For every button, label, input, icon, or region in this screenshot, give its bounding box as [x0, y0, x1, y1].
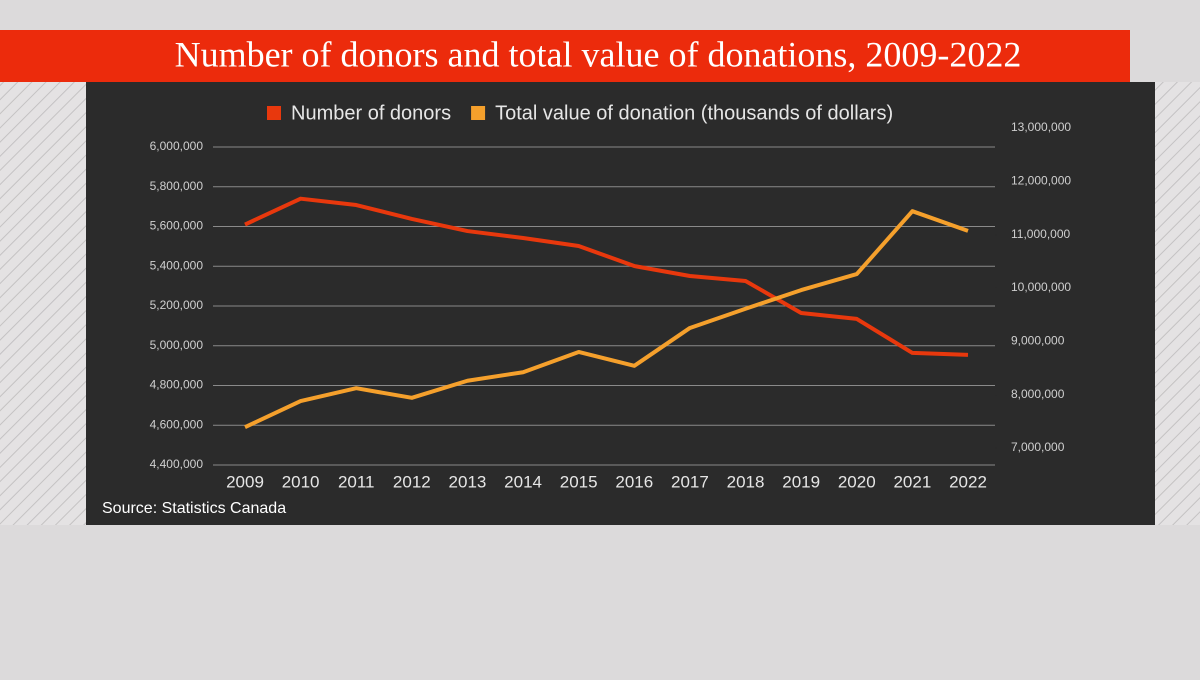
x-tick-label: 2016	[615, 472, 653, 491]
source: Source: Statistics Canada	[102, 500, 286, 517]
x-tick-label: 2022	[949, 472, 987, 491]
x-tick-label: 2014	[504, 472, 542, 491]
y-tick-label: 6,000,000	[150, 139, 204, 153]
x-tick-label: 2013	[449, 472, 487, 491]
y2-tick-label: 9,000,000	[1011, 333, 1065, 347]
y2-tick-label: 7,000,000	[1011, 440, 1065, 454]
y2-tick-label: 10,000,000	[1011, 280, 1071, 294]
y-tick-label: 4,600,000	[150, 417, 204, 431]
legend-swatch	[471, 106, 486, 120]
y-tick-label: 5,000,000	[150, 338, 204, 352]
x-tick-label: 2011	[338, 472, 375, 491]
y2-tick-label: 12,000,000	[1011, 173, 1071, 187]
y-tick-label: 5,600,000	[150, 219, 204, 233]
y-tick-label: 5,400,000	[150, 258, 204, 272]
x-tick-label: 2018	[727, 472, 765, 491]
legend-label: Number of donors	[291, 102, 451, 124]
x-tick-label: 2009	[226, 472, 264, 491]
series-line	[244, 196, 969, 357]
x-tick-label: 2015	[560, 472, 598, 491]
x-tick-label: 2010	[282, 472, 320, 491]
y-tick-label: 5,200,000	[150, 298, 204, 312]
chart-panel	[86, 82, 1155, 525]
y2-tick-label: 13,000,000	[1011, 120, 1071, 134]
y2-tick-label: 11,000,000	[1011, 227, 1070, 241]
x-tick-label: 2021	[893, 472, 931, 491]
x-tick-label: 2012	[393, 472, 431, 491]
x-tick-label: 2019	[782, 472, 820, 491]
x-tick-label: 2017	[671, 472, 709, 491]
legend-swatch	[267, 106, 281, 120]
y2-tick-label: 8,000,000	[1011, 387, 1065, 401]
title-banner	[0, 30, 1130, 82]
x-tick-label: 2020	[838, 472, 876, 491]
chart-title: Number of donors and total value of dona…	[175, 34, 1022, 74]
legend-label: Total value of donation (thousands of do…	[495, 102, 893, 124]
series-line	[244, 209, 969, 429]
y-tick-label: 4,800,000	[150, 378, 204, 392]
y-tick-label: 5,800,000	[150, 179, 204, 193]
y-tick-label: 4,400,000	[150, 457, 204, 471]
